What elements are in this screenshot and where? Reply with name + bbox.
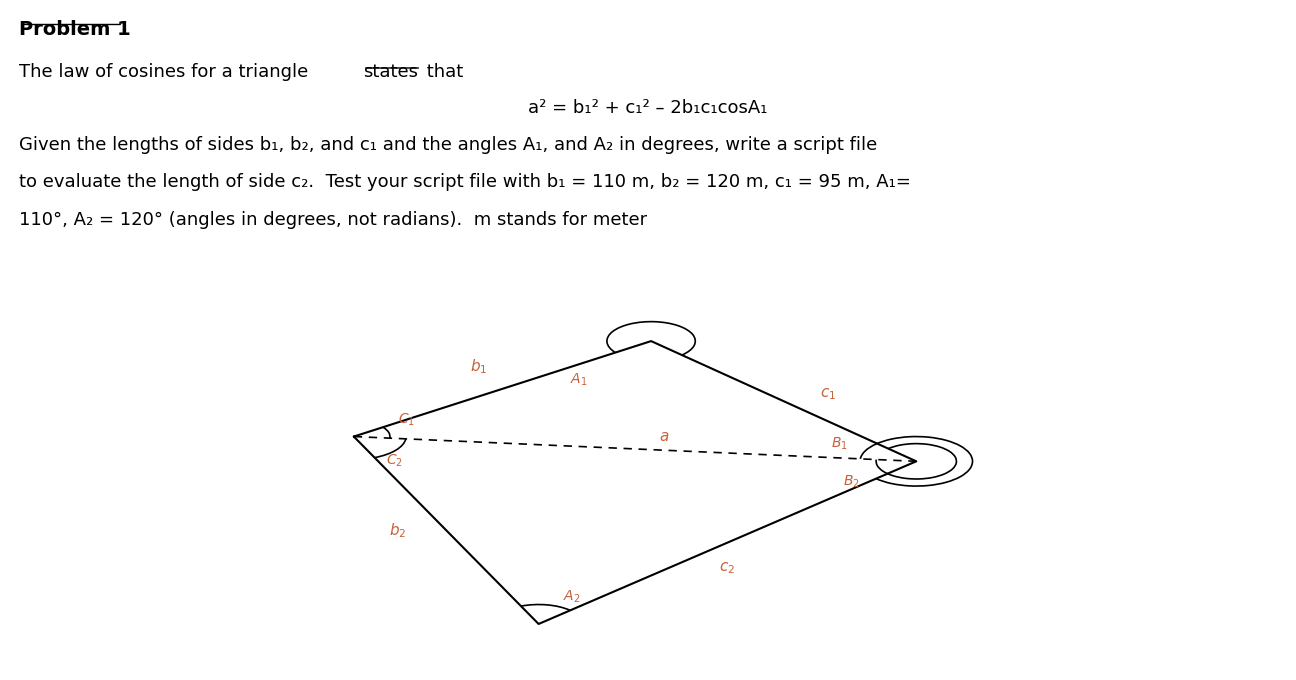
Text: $c_2$: $c_2$	[719, 560, 735, 576]
Text: $a$: $a$	[660, 429, 670, 444]
Text: a² = b₁² + c₁² – 2b₁c₁cosA₁: a² = b₁² + c₁² – 2b₁c₁cosA₁	[529, 99, 767, 116]
Text: 110°, A₂ = 120° (angles in degrees, not radians).  m stands for meter: 110°, A₂ = 120° (angles in degrees, not …	[19, 211, 648, 228]
Text: to evaluate the length of side c₂.  Test your script file with b₁ = 110 m, b₂ = : to evaluate the length of side c₂. Test …	[19, 173, 911, 191]
Text: $B_1$: $B_1$	[831, 436, 848, 452]
Text: $C_2$: $C_2$	[386, 452, 403, 469]
Text: that: that	[421, 63, 464, 80]
Text: $c_1$: $c_1$	[820, 386, 836, 402]
Text: $b_1$: $b_1$	[469, 358, 487, 377]
Text: The law of cosines for a triangle: The law of cosines for a triangle	[19, 63, 315, 80]
Text: $A_1$: $A_1$	[570, 371, 587, 388]
Text: states: states	[363, 63, 417, 80]
Text: $A_2$: $A_2$	[562, 588, 581, 605]
Text: $b_2$: $b_2$	[389, 521, 406, 540]
Text: $C_1$: $C_1$	[398, 411, 415, 428]
Text: Problem 1: Problem 1	[19, 20, 131, 39]
Text: Given the lengths of sides b₁, b₂, and c₁ and the angles A₁, and A₂ in degrees, : Given the lengths of sides b₁, b₂, and c…	[19, 136, 877, 154]
Text: $B_2$: $B_2$	[844, 474, 861, 490]
